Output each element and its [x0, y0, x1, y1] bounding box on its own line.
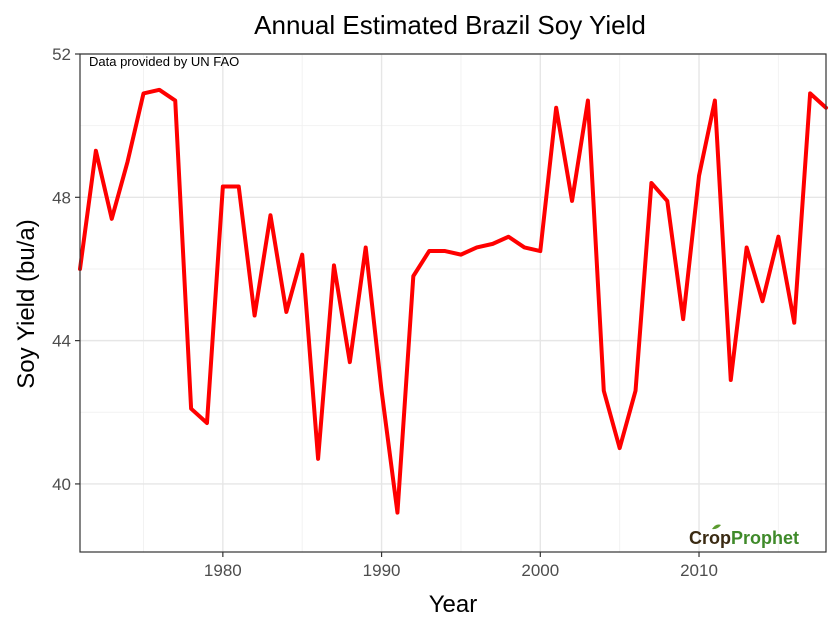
x-tick-label: 1980 — [204, 561, 242, 580]
chart-title: Annual Estimated Brazil Soy Yield — [254, 10, 646, 40]
logo-part-crop: Crop — [689, 528, 731, 548]
y-tick-label: 40 — [52, 475, 71, 494]
y-tick-label: 44 — [52, 332, 71, 351]
cropprophet-logo: CropProphet — [689, 524, 799, 548]
series-line — [78, 87, 828, 515]
plot-panel-border — [79, 53, 827, 553]
y-tick-label: 48 — [52, 188, 71, 207]
logo-part-prophet: Prophet — [731, 528, 799, 548]
x-tick-label: 2010 — [680, 561, 718, 580]
leaf-icon — [712, 524, 721, 530]
y-axis-title: Soy Yield (bu/a) — [13, 219, 40, 388]
series-layer — [78, 87, 828, 515]
data-source-note: Data provided by UN FAO — [89, 54, 239, 69]
x-tick-label: 1990 — [363, 561, 401, 580]
y-tick-label: 52 — [52, 45, 71, 64]
logo-text: CropProphet — [689, 528, 799, 548]
axes: 1980 1990 2000 2010 40 44 48 52 — [52, 45, 718, 580]
grid — [80, 53, 826, 552]
x-tick-label: 2000 — [521, 561, 559, 580]
x-axis-title: Year — [429, 591, 478, 618]
